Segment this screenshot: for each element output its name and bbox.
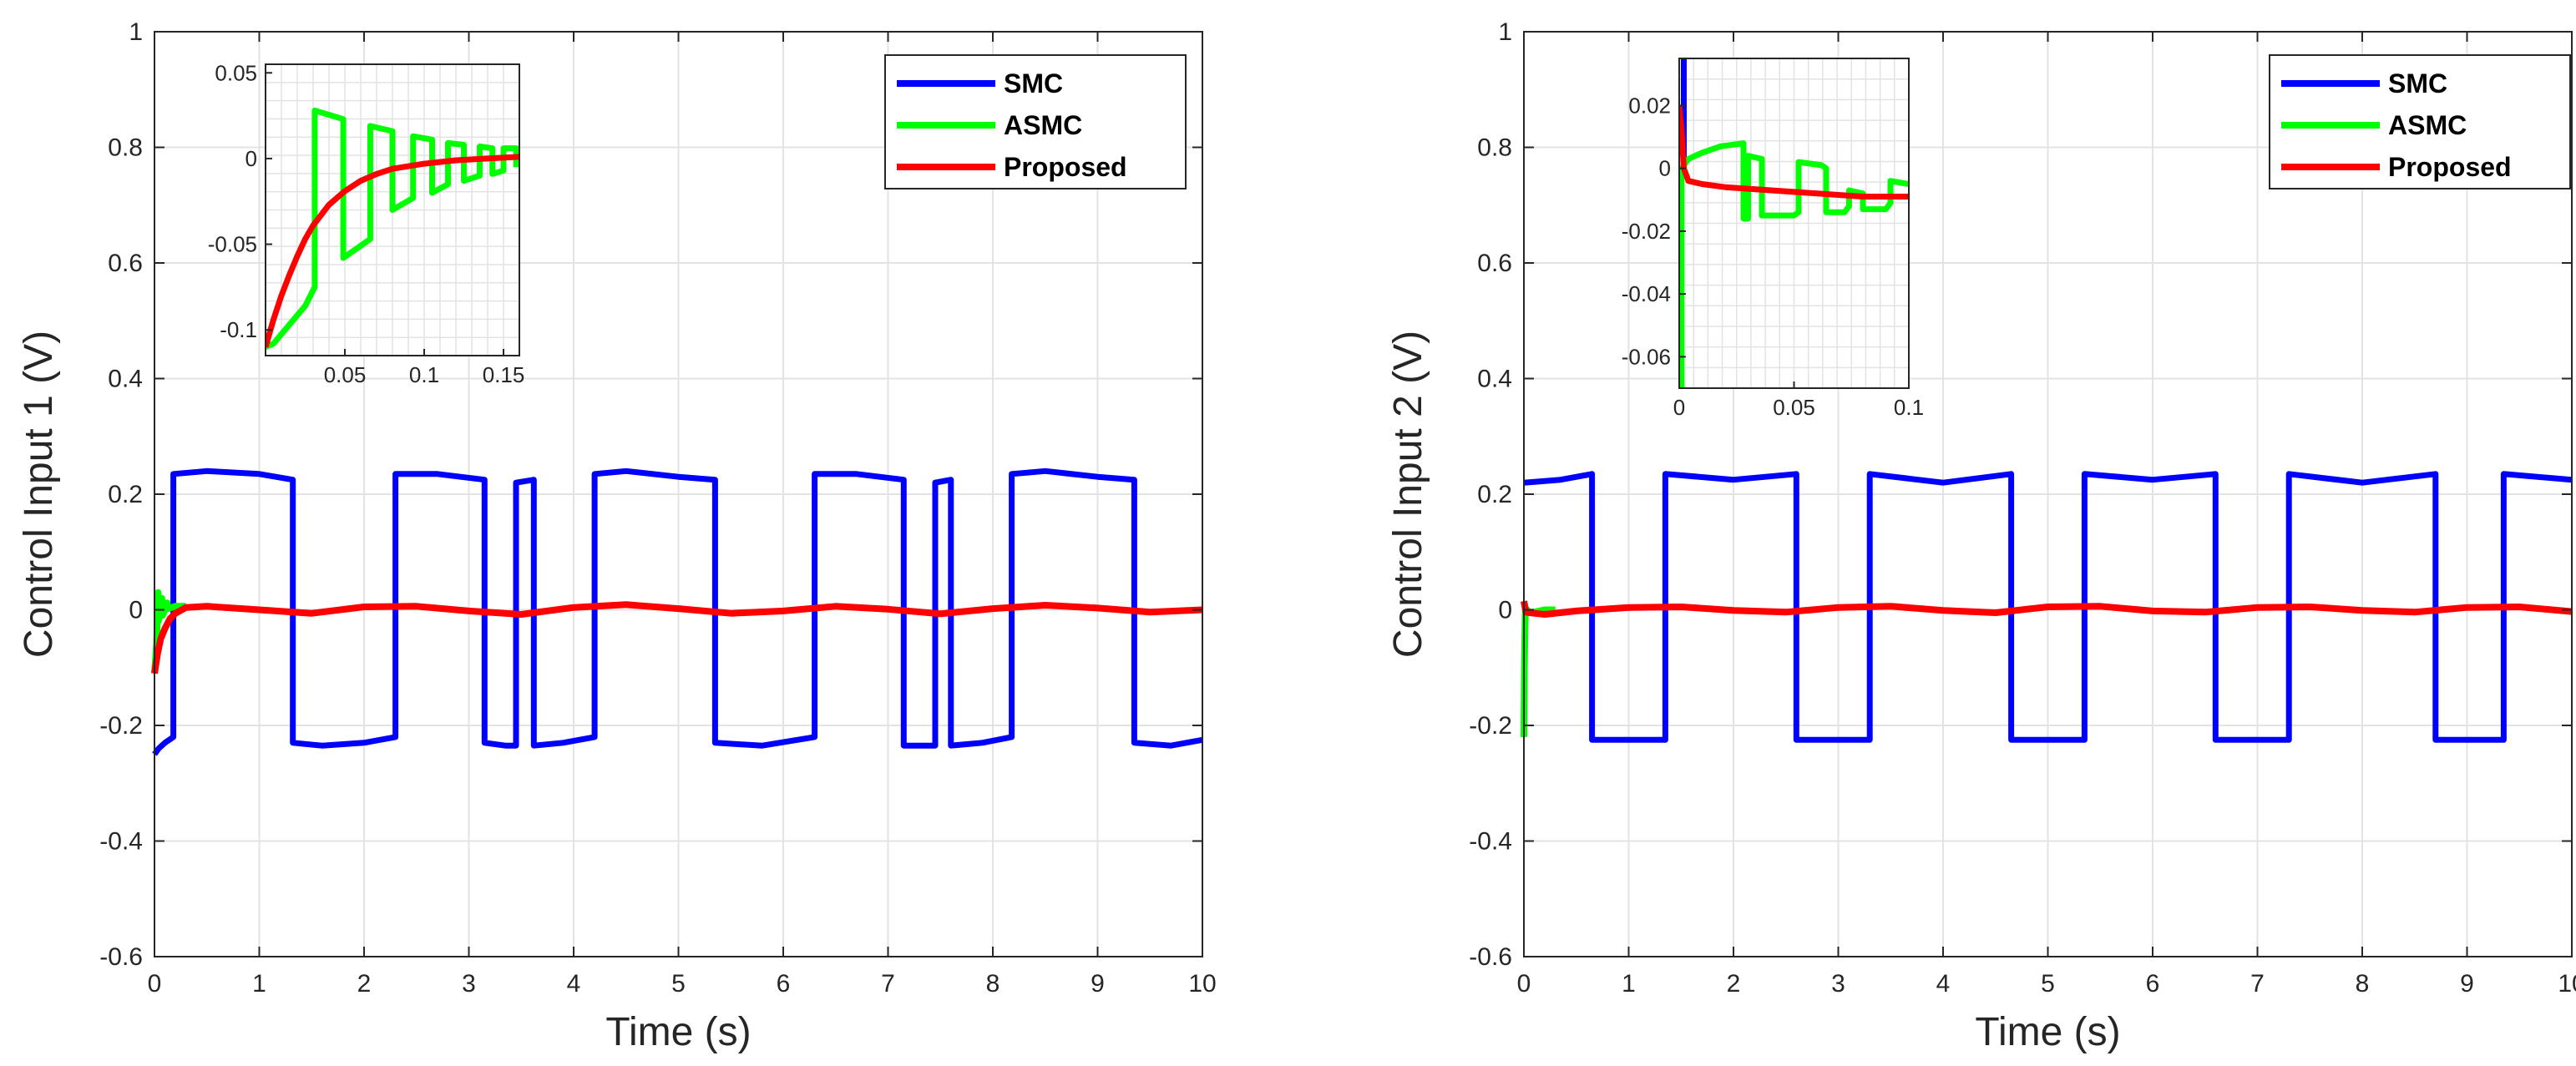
x-tick-label: 5: [2041, 970, 2055, 998]
y-tick-label: 0.4: [1477, 366, 1512, 393]
legend-label-proposed: Proposed: [1004, 152, 1127, 182]
y-tick-label: 0.8: [1477, 134, 1512, 162]
inset-y-tick-label: -0.05: [208, 232, 257, 257]
x-tick-label: 7: [881, 970, 895, 998]
y-tick-label: 0.6: [108, 250, 143, 277]
x-tick-label: 4: [567, 970, 581, 998]
inset-y-tick-label: 0.05: [215, 60, 257, 85]
legend: SMC ASMC Proposed: [2269, 54, 2571, 189]
x-tick-label: 6: [777, 970, 791, 998]
legend-label-asmc: ASMC: [2388, 110, 2467, 140]
inset-series-line-proposed: [1679, 105, 1909, 200]
y-tick-label: -0.4: [99, 828, 143, 856]
legend-label-smc: SMC: [1004, 68, 1063, 99]
legend-label-smc: SMC: [2388, 68, 2447, 99]
inset-x-tick-label: 0.1: [1894, 395, 1924, 420]
series-line-proposed: [151, 601, 1203, 674]
inset-x-tick-label: 0.05: [1773, 395, 1815, 420]
x-tick-label: 10: [2558, 970, 2576, 998]
x-axis-label: Time (s): [605, 1010, 751, 1054]
series-line-asmc: [151, 589, 186, 674]
inset-series-line-proposed: [266, 154, 519, 348]
y-axis-label: Control Input 1 (V): [17, 331, 61, 658]
x-tick-label: 0: [1517, 970, 1531, 998]
y-tick-label: 1: [1498, 18, 1512, 46]
x-axis-label: Time (s): [1975, 1010, 2120, 1054]
y-tick-label: 0.2: [108, 481, 143, 508]
x-tick-label: 0: [148, 970, 162, 998]
y-tick-label: 1: [129, 18, 143, 46]
inset-x-tick-label: 0: [1673, 395, 1685, 420]
y-tick-label: -0.2: [1469, 712, 1512, 740]
x-tick-label: 7: [2250, 970, 2265, 998]
inset-chart: 0.05 0.1 0.15 -0.1 -0.05 0 0.05: [208, 60, 525, 387]
chart-panel-2: 0 1 2 3 4 5 6 7 8 9 10 -0.6 -0.4 -0.2 0 0.2 0.4 0.6 0.8 1 Ti…: [1386, 18, 2576, 1054]
inset-x-tick-label: 0.1: [409, 362, 439, 387]
inset-y-tick-label: -0.02: [1622, 219, 1671, 244]
inset-y-tick-label: 0: [245, 146, 257, 171]
inset-series-line-asmc: [1679, 140, 1909, 388]
y-tick-label: 0.8: [108, 134, 143, 162]
y-axis-label: Control Input 2 (V): [1386, 331, 1430, 658]
y-tick-label: -0.6: [99, 943, 143, 971]
series-line-smc: [152, 467, 1203, 756]
x-tick-label: 4: [1936, 970, 1951, 998]
inset-y-tick-label: -0.1: [220, 317, 257, 342]
y-tick-label: -0.6: [1469, 943, 1512, 971]
x-tick-label: 2: [357, 970, 372, 998]
inset-y-tick-label: 0: [1659, 156, 1671, 181]
x-tick-label: 1: [252, 970, 266, 998]
chart-panel-1: 0 1 2 3 4 5 6 7 8 9 10 -0.6 -0.4 -0.2 0 0.2 0.4 0.6 0.8 1 Ti…: [17, 18, 1217, 1054]
legend: SMC ASMC Proposed: [884, 54, 1187, 189]
y-tick-label: -0.2: [99, 712, 143, 740]
y-tick-label: 0: [1498, 597, 1512, 624]
inset-x-tick-label: 0.05: [324, 362, 367, 387]
inset-x-tick-label: 0.15: [483, 362, 525, 387]
inset-y-tick-label: -0.06: [1622, 344, 1671, 369]
legend-label-proposed: Proposed: [2388, 152, 2512, 182]
x-tick-label: 2: [1727, 970, 1741, 998]
y-tick-label: 0.2: [1477, 481, 1512, 508]
y-tick-label: -0.4: [1469, 828, 1512, 856]
x-tick-label: 1: [1622, 970, 1636, 998]
x-tick-label: 8: [2356, 970, 2370, 998]
inset-chart: 0 0.05 0.1 -0.06 -0.04 -0.02 0 0.02: [1622, 58, 1924, 420]
x-tick-label: 3: [462, 970, 476, 998]
y-tick-label: 0.6: [1477, 250, 1512, 277]
x-tick-label: 8: [986, 970, 1000, 998]
series-line-proposed: [1521, 600, 2573, 618]
x-tick-label: 9: [1091, 970, 1105, 998]
inset-y-tick-label: -0.04: [1622, 281, 1671, 306]
x-tick-label: 10: [1188, 970, 1216, 998]
x-tick-label: 3: [1831, 970, 1845, 998]
x-tick-label: 5: [671, 970, 686, 998]
y-tick-label: 0: [129, 597, 143, 624]
x-tick-label: 9: [2460, 970, 2474, 998]
y-tick-label: 0.4: [108, 366, 143, 393]
inset-y-tick-label: 0.02: [1628, 93, 1671, 118]
series-line-smc: [1523, 471, 2573, 743]
inset-axes-box: [265, 63, 520, 356]
x-tick-label: 6: [2146, 970, 2160, 998]
legend-label-asmc: ASMC: [1004, 110, 1082, 140]
